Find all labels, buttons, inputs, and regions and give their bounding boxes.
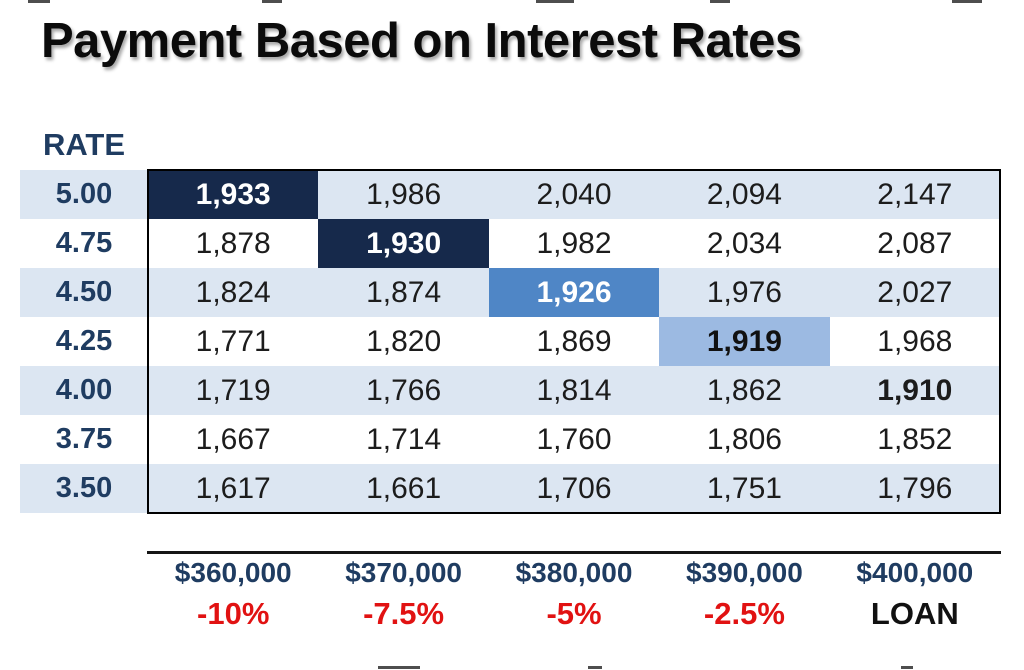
payment-cell: 1,852 [877,422,953,456]
table-row: 4.00 1,719 1,766 1,814 1,862 1,910 [20,366,1000,415]
payment-cell: 2,027 [877,275,953,309]
table-row: 4.50 1,824 1,874 1,926 1,976 2,027 [20,268,1000,317]
payment-cell: 1,661 [366,471,442,505]
rate-cell: 3.75 [55,423,113,455]
crop-artifact [262,0,282,3]
loan-amount-label: $390,000 [686,557,803,588]
rate-cell: 5.00 [55,178,113,210]
payment-cell: 1,796 [877,471,953,505]
rate-column-header: RATE [42,127,126,162]
rate-cell: 4.00 [55,374,113,406]
discount-label: -7.5% [363,596,445,631]
crop-artifact [710,0,730,3]
page-title: Payment Based on Interest Rates [41,14,802,68]
payment-cell: 1,976 [706,275,782,309]
crop-artifact [588,666,602,669]
payments-table: 5.00 1,933 1,986 2,040 2,094 2,147 4.75 … [20,170,1000,513]
payment-cell: 1,869 [536,324,612,358]
highlighted-payment-cell: 1,930 [318,219,489,268]
payment-cell: 1,706 [536,471,612,505]
rate-cell: 4.50 [55,276,113,308]
highlighted-payment-cell: 1,933 [148,170,319,219]
loan-amount-label: $380,000 [515,557,633,588]
discount-label: -2.5% [703,596,785,631]
crop-artifact [28,0,50,3]
rate-cell: 3.50 [55,472,113,504]
rate-cell: 4.25 [55,325,113,357]
table-row: 5.00 1,933 1,986 2,040 2,094 2,147 [20,170,1000,219]
crop-artifact [952,0,982,3]
loan-axis-label: LOAN [870,596,959,631]
payment-cell: 1,771 [195,324,271,358]
payment-cell: 1,874 [366,275,442,309]
highlighted-payment-cell: 1,926 [488,268,660,317]
payment-cell: 1,719 [195,373,271,407]
table-row: 4.25 1,771 1,820 1,869 1,919 1,968 [20,317,1000,366]
payment-cell: 1,878 [195,226,271,260]
discount-row: -10% -7.5% -5% -2.5% LOAN [148,596,1000,632]
payment-cell: 1,714 [366,422,442,456]
payment-cell: 1,814 [536,373,612,407]
loan-amount-label: $400,000 [856,557,974,588]
payment-cell: 1,760 [536,422,612,456]
payment-cell: 1,986 [366,177,442,211]
payment-cell: 2,147 [877,177,953,211]
payment-cell: 1,820 [366,324,442,358]
loan-amounts-row: $360,000 $370,000 $380,000 $390,000 $400… [148,557,1000,589]
highlighted-payment-cell: 1,919 [659,317,830,366]
discount-label: -10% [197,596,270,631]
payment-cell: 1,982 [536,226,612,260]
crop-artifact [901,666,913,669]
discount-label: -5% [546,596,602,631]
payment-cell: 1,751 [706,471,782,505]
loan-amount-label: $360,000 [174,557,292,588]
table-row: 4.75 1,878 1,930 1,982 2,034 2,087 [20,219,1000,268]
rate-cell: 4.75 [55,227,113,259]
payment-cell: 1,806 [706,422,782,456]
payment-cell: 1,667 [195,422,271,456]
payment-cell: 1,968 [877,324,953,358]
payment-cell: 2,094 [706,177,782,211]
payment-cell: 2,034 [706,226,782,260]
payment-cell: 1,824 [195,275,271,309]
table-row: 3.75 1,667 1,714 1,760 1,806 1,852 [20,415,1000,464]
footer-divider [147,551,1001,554]
payment-cell: 2,040 [536,177,612,211]
payment-cell: 1,766 [366,373,442,407]
highlighted-payment-cell: 1,910 [877,373,953,407]
payment-cell: 1,862 [706,373,782,407]
crop-artifact [536,0,574,3]
crop-artifact [378,666,420,669]
loan-amount-label: $370,000 [345,557,462,588]
table-row: 3.50 1,617 1,661 1,706 1,751 1,796 [20,464,1000,513]
payment-cell: 2,087 [877,226,953,260]
payment-cell: 1,617 [195,471,271,505]
